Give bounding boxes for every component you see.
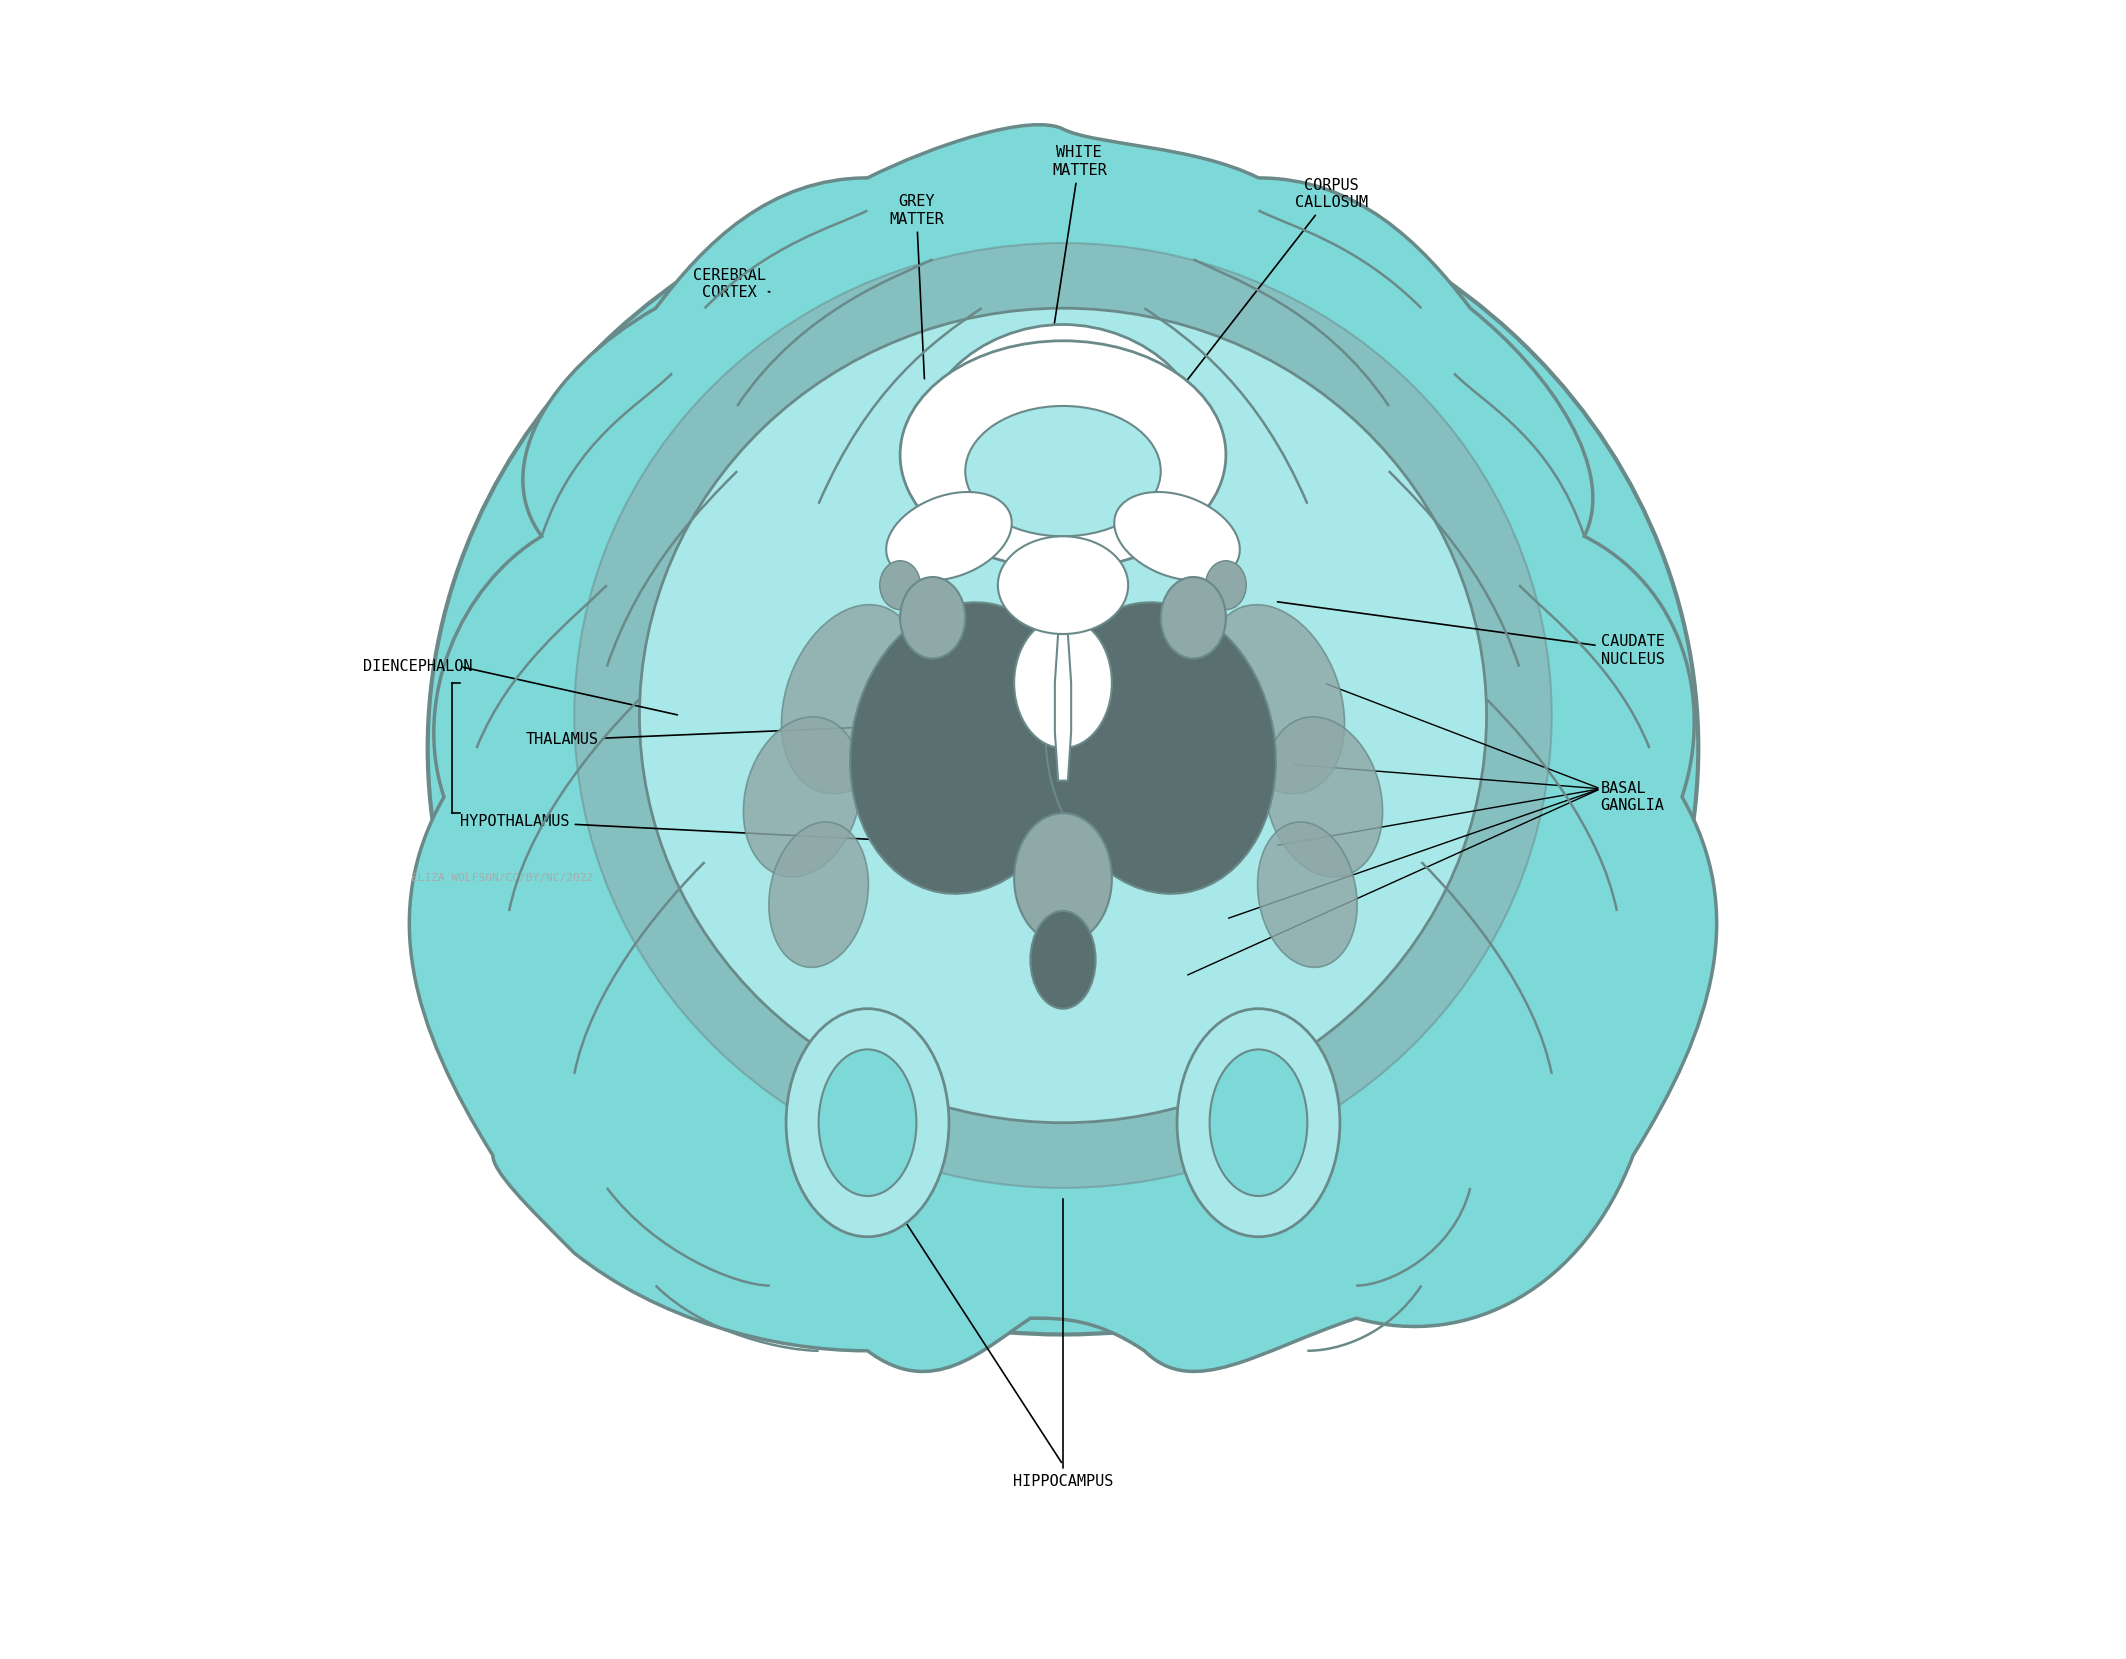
PathPatch shape — [1054, 634, 1072, 781]
Ellipse shape — [819, 1050, 916, 1196]
Text: DIENCEPHALON: DIENCEPHALON — [364, 659, 472, 674]
Ellipse shape — [1259, 821, 1356, 967]
Ellipse shape — [770, 821, 867, 967]
Text: CEREBRAL
CORTEX: CEREBRAL CORTEX — [693, 267, 770, 300]
PathPatch shape — [410, 124, 1716, 1372]
Ellipse shape — [640, 309, 1486, 1123]
Text: HIPPOCAMPUS: HIPPOCAMPUS — [1012, 1199, 1114, 1488]
Ellipse shape — [1161, 577, 1227, 659]
Ellipse shape — [850, 602, 1080, 894]
Text: HYPOTHALAMUS: HYPOTHALAMUS — [459, 815, 995, 846]
Text: CORPUS
CALLOSUM: CORPUS CALLOSUM — [1163, 178, 1369, 411]
Text: BASAL
GANGLIA: BASAL GANGLIA — [1601, 781, 1665, 813]
Text: WHITE
MATTER: WHITE MATTER — [1048, 146, 1108, 370]
Ellipse shape — [965, 406, 1161, 536]
Ellipse shape — [744, 717, 861, 878]
Text: CAUDATE
NUCLEUS: CAUDATE NUCLEUS — [1278, 602, 1665, 667]
Ellipse shape — [880, 561, 921, 609]
Ellipse shape — [1114, 493, 1239, 581]
Text: THALAMUS: THALAMUS — [525, 723, 946, 748]
Ellipse shape — [1014, 813, 1112, 944]
Ellipse shape — [782, 604, 921, 793]
Ellipse shape — [1210, 1050, 1307, 1196]
Ellipse shape — [1178, 1009, 1339, 1236]
Ellipse shape — [1014, 617, 1112, 748]
Ellipse shape — [1031, 911, 1095, 1009]
Ellipse shape — [1046, 602, 1276, 894]
Ellipse shape — [1205, 604, 1344, 793]
Text: ELIZA WOLFSON/CC/BY/NC/2022: ELIZA WOLFSON/CC/BY/NC/2022 — [412, 873, 593, 883]
PathPatch shape — [925, 325, 1201, 569]
Ellipse shape — [787, 1009, 948, 1236]
Ellipse shape — [997, 536, 1129, 634]
Text: GREY
MATTER: GREY MATTER — [889, 194, 944, 378]
Ellipse shape — [1265, 717, 1382, 878]
Ellipse shape — [1205, 561, 1246, 609]
Ellipse shape — [427, 161, 1699, 1334]
Ellipse shape — [899, 577, 965, 659]
Ellipse shape — [899, 340, 1227, 569]
Ellipse shape — [574, 244, 1552, 1188]
Ellipse shape — [887, 493, 1012, 581]
